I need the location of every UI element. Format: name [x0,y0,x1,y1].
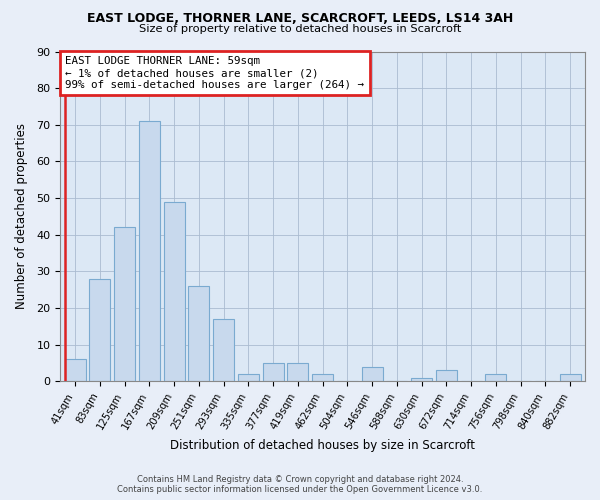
Text: EAST LODGE, THORNER LANE, SCARCROFT, LEEDS, LS14 3AH: EAST LODGE, THORNER LANE, SCARCROFT, LEE… [87,12,513,26]
Bar [436,370,457,382]
Bar [560,374,581,382]
Bar [188,286,209,382]
Bar [485,374,506,382]
Y-axis label: Number of detached properties: Number of detached properties [15,124,28,310]
Bar [89,279,110,382]
Bar [114,228,135,382]
Bar [287,363,308,382]
X-axis label: Distribution of detached houses by size in Scarcroft: Distribution of detached houses by size … [170,440,475,452]
Bar [362,367,383,382]
Text: EAST LODGE THORNER LANE: 59sqm
← 1% of detached houses are smaller (2)
99% of se: EAST LODGE THORNER LANE: 59sqm ← 1% of d… [65,56,364,90]
Bar [139,121,160,382]
Bar [238,374,259,382]
Bar [263,363,284,382]
Bar [65,360,86,382]
Bar [411,378,432,382]
Text: Contains HM Land Registry data © Crown copyright and database right 2024.
Contai: Contains HM Land Registry data © Crown c… [118,474,482,494]
Bar [312,374,333,382]
Bar [164,202,185,382]
Text: Size of property relative to detached houses in Scarcroft: Size of property relative to detached ho… [139,24,461,34]
Bar [213,319,234,382]
